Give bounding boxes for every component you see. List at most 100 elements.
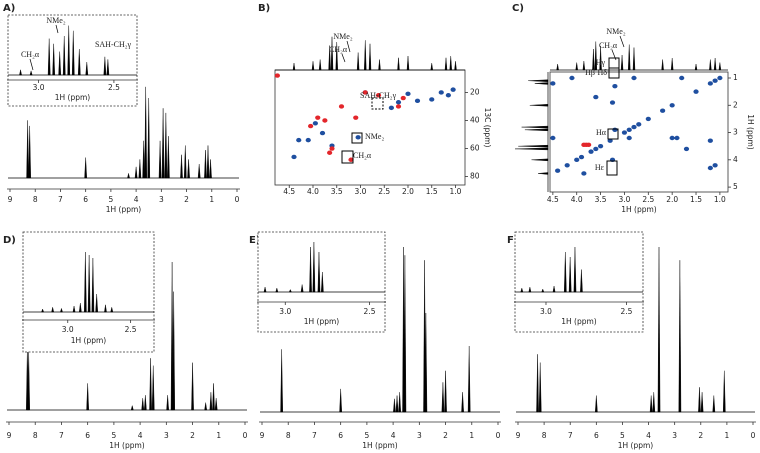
x-tick-label: 1.0 (714, 195, 726, 204)
peak (393, 398, 396, 413)
peak (206, 145, 210, 179)
peak (209, 392, 213, 411)
highlight-box (607, 128, 619, 140)
x-tick-label: 3.5 (331, 187, 343, 196)
peak (395, 395, 399, 413)
cross-peak (636, 122, 642, 127)
cross-peak (550, 81, 556, 86)
peak (212, 383, 215, 411)
highlight-box (341, 150, 354, 164)
peak (595, 395, 598, 413)
cross-peak (683, 146, 690, 152)
x-tick-label: 1.5 (426, 187, 438, 196)
peak (300, 284, 304, 293)
x-tick-label: 3.0 (355, 187, 367, 196)
annotation: Hβ (585, 68, 595, 77)
peak (28, 125, 31, 179)
cross-peak (329, 146, 335, 151)
peak (84, 251, 87, 313)
cross-peak (660, 108, 666, 113)
peak (444, 370, 447, 413)
cross-peak (707, 138, 713, 143)
cross-peak (569, 75, 575, 81)
peak (58, 51, 62, 76)
peak (170, 261, 174, 411)
annotation: CH₂α (353, 151, 372, 160)
cross-peak (588, 149, 594, 154)
peak (339, 388, 342, 413)
cross-peak (414, 98, 421, 104)
peak (204, 150, 207, 179)
panel-label: F) (507, 235, 518, 246)
annotation: Hδ (597, 68, 607, 77)
cross-peak (574, 157, 580, 163)
y-tick-label: 5 (733, 182, 738, 191)
peak (467, 345, 471, 413)
cross-peak (355, 135, 361, 140)
peak (461, 392, 464, 413)
x-tick-label: 7 (58, 195, 63, 204)
projection-peak (454, 61, 457, 71)
peak (104, 304, 107, 313)
x-tick-label: 8 (33, 431, 38, 440)
x-tick-label: 3.0 (279, 307, 291, 316)
cross-peak (348, 157, 354, 162)
projection-peak (368, 43, 372, 71)
peak (60, 307, 63, 313)
projection-peak (397, 57, 400, 71)
annotation: NMe₂ (333, 32, 352, 41)
highlight-box (351, 132, 363, 144)
peak (209, 159, 212, 179)
peak (649, 395, 653, 413)
cross-peak (712, 163, 718, 168)
x-tick-label: 3 (164, 431, 169, 440)
cross-peak (679, 75, 685, 81)
x-tick-label: 2 (698, 431, 703, 440)
projection-peak (521, 125, 549, 129)
cross-peak (631, 124, 637, 130)
cross-peak (586, 142, 592, 148)
x-axis-label: 1H (ppm) (621, 205, 657, 214)
peak (309, 246, 312, 293)
projection-peak (529, 104, 549, 107)
x-axis-label: 1H (ppm) (618, 441, 654, 450)
highlight-box (606, 160, 618, 176)
peak (552, 285, 556, 293)
projection-peak (330, 36, 334, 71)
x-tick-label: 3 (672, 431, 677, 440)
projection-peak (661, 59, 664, 71)
y-tick-label: 1 (733, 73, 738, 82)
peak (72, 305, 76, 313)
peak (573, 246, 577, 293)
cross-peak (626, 135, 632, 141)
peak (142, 140, 145, 179)
cross-peak (707, 81, 713, 86)
cross-peak (578, 154, 585, 160)
x-tick-label: 5 (620, 431, 625, 440)
peak (166, 395, 169, 411)
cross-peak (395, 100, 402, 105)
x-tick-label: 2.5 (378, 187, 390, 196)
projection-peak (534, 82, 549, 85)
cross-peak (555, 168, 561, 173)
peak (191, 362, 194, 411)
cross-peak (305, 137, 311, 143)
highlight-box (608, 67, 620, 79)
plot-frame (274, 69, 466, 186)
cross-peak (717, 75, 723, 81)
x-tick-label: 0 (496, 431, 501, 440)
peak (106, 59, 110, 76)
peak (26, 120, 29, 179)
peak (520, 287, 524, 293)
projection-peak (335, 41, 338, 71)
cross-peak (631, 75, 637, 81)
cross-peak (693, 89, 699, 94)
peak (564, 251, 567, 293)
y-axis-label: 13C (ppm) (483, 108, 492, 148)
x-tick-label: 3.0 (540, 307, 552, 316)
projection-peak (628, 44, 631, 71)
peak (86, 383, 89, 411)
cross-peak (274, 73, 280, 78)
x-tick-label: 3.0 (62, 325, 74, 334)
